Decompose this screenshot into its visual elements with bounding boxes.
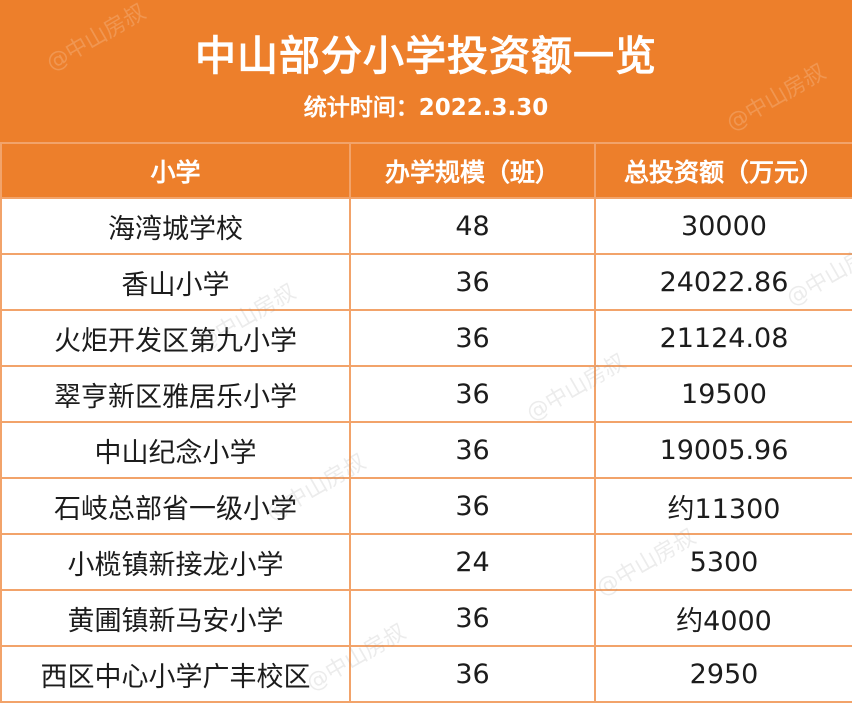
cell-classes: 36 (349, 477, 596, 535)
investment-table: 小学 办学规模（班） 总投资额（万元） 海湾城学校 48 30000 香山小学 … (0, 142, 852, 703)
cell-investment: 约4000 (594, 589, 852, 647)
cell-school: 小榄镇新接龙小学 (0, 533, 351, 591)
cell-school: 香山小学 (0, 253, 351, 311)
table-row: 翠亨新区雅居乐小学 36 19500 (0, 365, 852, 423)
cell-classes: 36 (349, 421, 596, 479)
column-header-school: 小学 (0, 142, 351, 199)
cell-investment: 19500 (594, 365, 852, 423)
stat-date: 统计时间：2022.3.30 (303, 95, 549, 121)
page-title: 中山部分小学投资额一览 (195, 32, 657, 80)
cell-investment: 19005.96 (594, 421, 852, 479)
table-row: 海湾城学校 48 30000 (0, 197, 852, 255)
cell-investment: 5300 (594, 533, 852, 591)
table-row: 中山纪念小学 36 19005.96 (0, 421, 852, 479)
cell-school: 火炬开发区第九小学 (0, 309, 351, 367)
cell-school: 中山纪念小学 (0, 421, 351, 479)
header-banner: 中山部分小学投资额一览 统计时间：2022.3.30 @中山房叔 @中山房叔 (0, 0, 852, 142)
cell-investment: 24022.86 (594, 253, 852, 311)
table-row: 小榄镇新接龙小学 24 5300 (0, 533, 852, 591)
cell-classes: 36 (349, 365, 596, 423)
column-header-investment: 总投资额（万元） (594, 142, 852, 199)
cell-school: 翠亨新区雅居乐小学 (0, 365, 351, 423)
cell-school: 西区中心小学广丰校区 (0, 645, 351, 703)
cell-investment: 21124.08 (594, 309, 852, 367)
table-row: 火炬开发区第九小学 36 21124.08 (0, 309, 852, 367)
cell-classes: 24 (349, 533, 596, 591)
table-row: 黄圃镇新马安小学 36 约4000 (0, 589, 852, 647)
cell-investment: 30000 (594, 197, 852, 255)
cell-classes: 48 (349, 197, 596, 255)
table-row: 西区中心小学广丰校区 36 2950 (0, 645, 852, 703)
cell-school: 海湾城学校 (0, 197, 351, 255)
table-header-row: 小学 办学规模（班） 总投资额（万元） (0, 142, 852, 199)
column-header-classes: 办学规模（班） (349, 142, 596, 199)
cell-classes: 36 (349, 309, 596, 367)
cell-classes: 36 (349, 645, 596, 703)
table-row: 石岐总部省一级小学 36 约11300 (0, 477, 852, 535)
cell-classes: 36 (349, 589, 596, 647)
cell-investment: 约11300 (594, 477, 852, 535)
table-row: 香山小学 36 24022.86 (0, 253, 852, 311)
cell-school: 石岐总部省一级小学 (0, 477, 351, 535)
cell-school: 黄圃镇新马安小学 (0, 589, 351, 647)
cell-classes: 36 (349, 253, 596, 311)
cell-investment: 2950 (594, 645, 852, 703)
